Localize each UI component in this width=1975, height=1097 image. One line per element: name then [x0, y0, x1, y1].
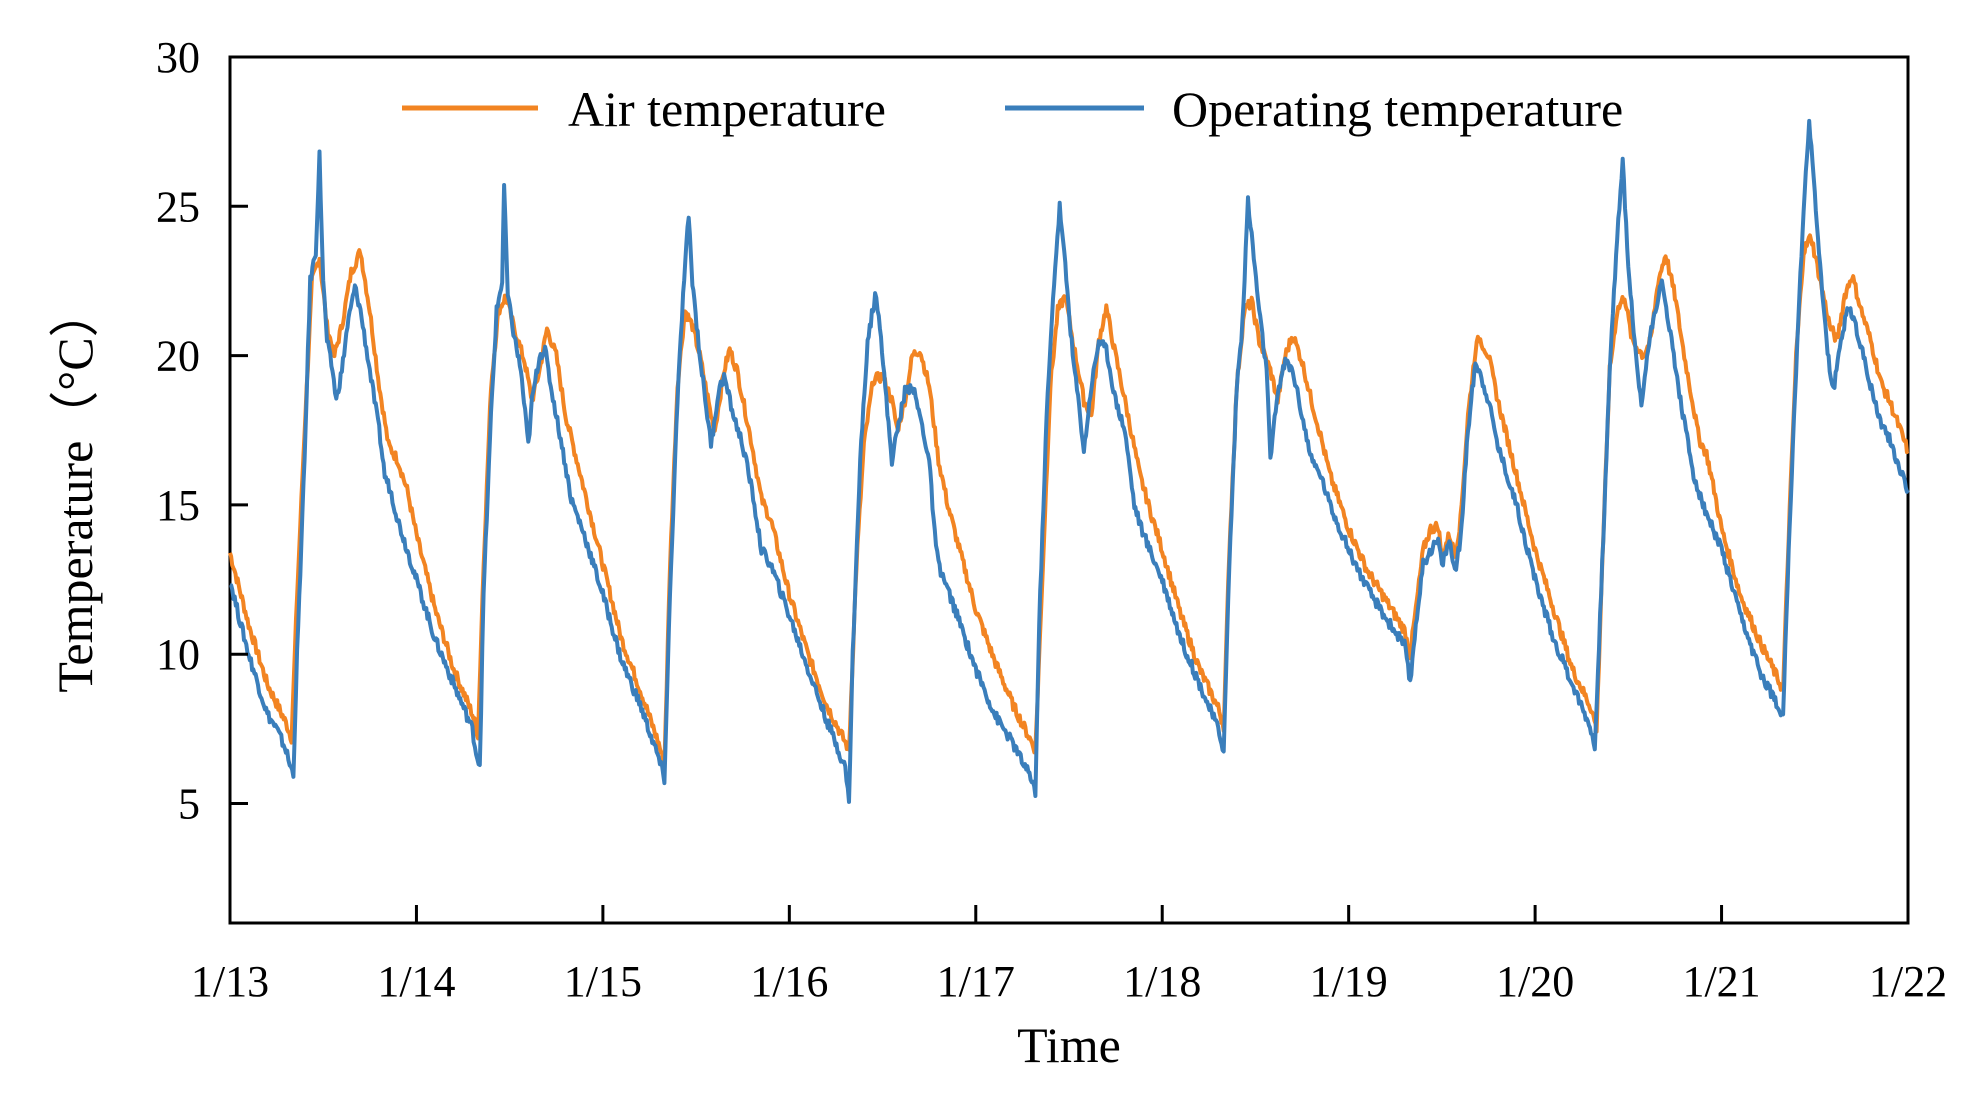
- x-tick-label: 1/15: [564, 957, 642, 1006]
- y-tick-label: 25: [156, 182, 200, 231]
- y-tick-label: 30: [156, 33, 200, 82]
- y-tick-label: 10: [156, 630, 200, 679]
- x-tick-label: 1/18: [1123, 957, 1201, 1006]
- x-tick-label: 1/17: [937, 957, 1015, 1006]
- x-tick-label: 1/20: [1496, 957, 1574, 1006]
- legend: Air temperature Operating temperature: [402, 81, 1623, 137]
- x-tick-label: 1/13: [191, 957, 269, 1006]
- legend-label-air-temperature: Air temperature: [568, 81, 886, 137]
- x-tick-label: 1/21: [1682, 957, 1760, 1006]
- x-axis-title: Time: [1017, 1017, 1121, 1073]
- series-line-operating-temperature: [229, 118, 1910, 804]
- series-layer: [228, 118, 1910, 804]
- x-axis: 1/13 1/14 1/15 1/16 1/17 1/18 1/19 1/20 1/21 1/22: [191, 905, 1947, 1006]
- x-tick-label: 1/16: [750, 957, 828, 1006]
- y-tick-label: 5: [178, 780, 200, 829]
- y-axis-title: Temperature（°C）: [47, 287, 103, 692]
- y-axis: 5 10 15 20 25 30: [156, 33, 248, 829]
- y-tick-label: 15: [156, 481, 200, 530]
- plot-frame: [228, 55, 1910, 925]
- x-tick-label: 1/19: [1310, 957, 1388, 1006]
- legend-label-operating-temperature: Operating temperature: [1172, 81, 1623, 137]
- x-tick-label: 1/14: [377, 957, 455, 1006]
- y-tick-label: 20: [156, 332, 200, 381]
- x-tick-label: 1/22: [1869, 957, 1947, 1006]
